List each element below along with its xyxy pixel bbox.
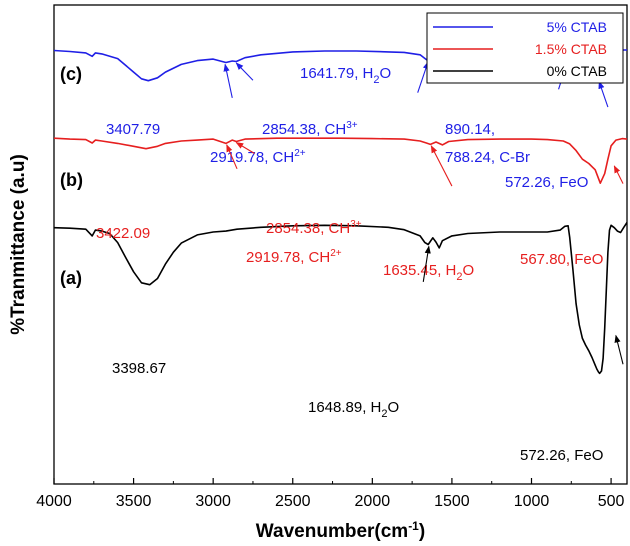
series-layer [53, 49, 628, 375]
annotation-label: 567.80, FeO [520, 251, 603, 268]
x-axis-title: Wavenumber(cm-1) [256, 519, 425, 542]
annotation-arrow [430, 145, 453, 187]
plot-border [53, 4, 628, 485]
x-tick-label: 3000 [195, 493, 231, 510]
annotation-label: 2919.78, CH2+ [210, 148, 306, 166]
series-line-1-5-ctab [53, 137, 628, 184]
y-axis-title: %Tranmittance (a.u) [8, 154, 29, 335]
panel-label: (a) [60, 268, 82, 288]
annotation-label: 572.26, FeO [505, 174, 588, 191]
annotation-arrow [226, 144, 238, 170]
annotation-label: 1635.45, H2O [383, 262, 474, 283]
annotation-arrow [235, 142, 255, 154]
x-tick-label: 2000 [355, 493, 391, 510]
annotation-label: 3407.79 [106, 121, 160, 138]
annotation-label: 572.26, FeO [520, 447, 603, 464]
series-line-0-ctab [53, 222, 628, 375]
annotation-label: 1648.89, H2O [308, 399, 399, 420]
annotation-arrow [417, 61, 429, 93]
x-tick-label: 4000 [36, 493, 72, 510]
x-tick-label: 500 [598, 493, 625, 510]
annotation-label: 2854.38, CH3+ [262, 120, 358, 138]
panel-label: (b) [60, 170, 83, 190]
annotation-arrow [613, 165, 624, 184]
x-tick-label: 1000 [514, 493, 550, 510]
annotation-arrow [235, 62, 254, 81]
plot-frame [53, 4, 628, 485]
annotation-arrow [223, 63, 233, 99]
legend-label: 5% CTAB [547, 19, 607, 35]
x-tick-label: 3500 [116, 493, 152, 510]
annotation-label: 1641.79, H2O [300, 65, 391, 86]
x-tick-label: 2500 [275, 493, 311, 510]
legend: 5% CTAB 1.5% CTAB 0% CTAB [426, 12, 624, 84]
annotation-arrow [422, 245, 431, 282]
legend-label: 0% CTAB [547, 63, 607, 79]
x-tick-label: 1500 [434, 493, 470, 510]
annotation-arrow [598, 80, 609, 108]
annotation-label: 2854.38, CH3+ [266, 219, 362, 237]
legend-label: 1.5% CTAB [535, 41, 607, 57]
annotation-label: 788.24, C-Br [445, 149, 530, 166]
panel-labels: (c) (b) (a) [60, 64, 83, 288]
annotation-label: 3398.67 [112, 360, 166, 377]
panel-label: (c) [60, 64, 82, 84]
annotation-label: 2919.78, CH2+ [246, 248, 342, 266]
axis-titles: Wavenumber(cm-1) %Tranmittance (a.u) [8, 154, 425, 542]
annotation-label: 890.14, [445, 121, 495, 138]
annotation-label: 3422.09 [96, 225, 150, 242]
annotation-arrow [614, 334, 624, 365]
annotation-layer: 1641.79, H2O 3407.79 2854.38, CH3+ 2919.78,… [96, 61, 624, 464]
x-axis: 4000 3500 3000 2500 2000 1500 1000 500 [36, 478, 625, 510]
